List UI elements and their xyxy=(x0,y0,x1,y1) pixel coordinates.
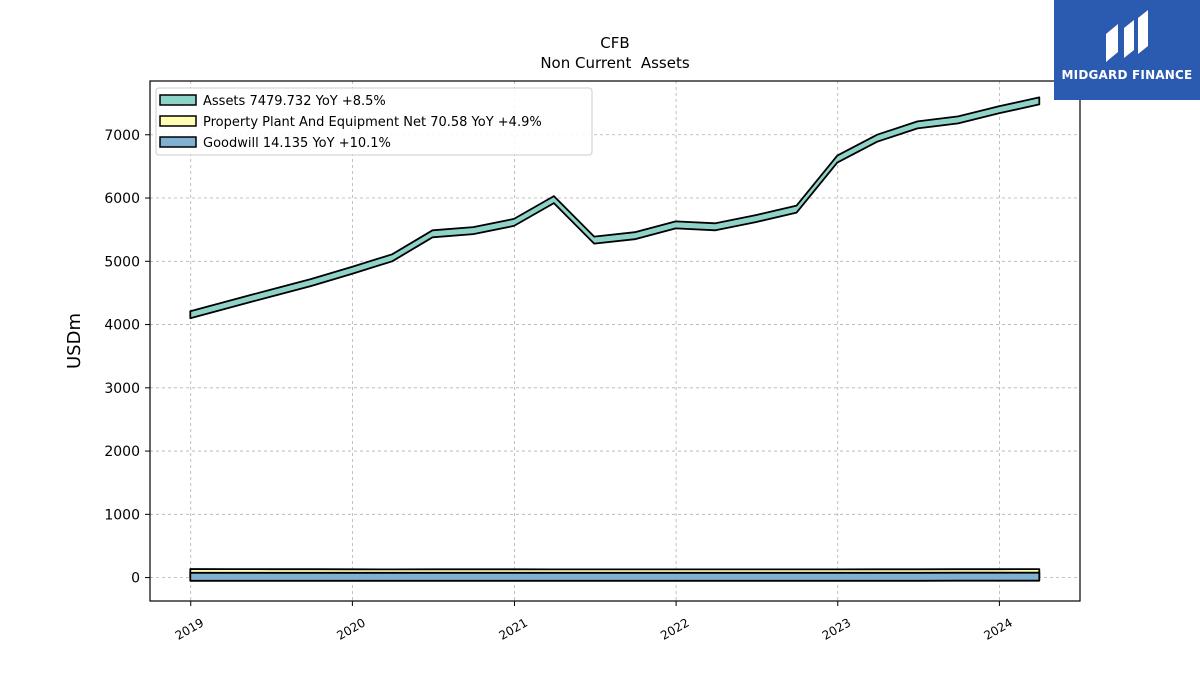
y-tick-label: 6000 xyxy=(104,191,140,207)
series-area-1 xyxy=(189,96,1041,320)
y-tick-label: 4000 xyxy=(104,318,140,334)
y-tick-label: 2000 xyxy=(104,444,140,460)
legend-label: Property Plant And Equipment Net 70.58 Y… xyxy=(203,115,542,130)
legend-swatch xyxy=(159,136,197,148)
legend: Assets 7479.732 YoY +8.5% Property Plant … xyxy=(155,87,593,156)
series-area-3 xyxy=(189,571,1041,582)
y-tick-label: 7000 xyxy=(104,128,140,144)
brand-name: MIDGARD FINANCE xyxy=(1061,68,1193,82)
y-axis: 0 1000 2000 3000 4000 5000 6000 7000 xyxy=(104,128,150,587)
y-tick-label: 3000 xyxy=(104,381,140,397)
plot-frame xyxy=(149,80,1081,602)
x-tick-label: 2024 xyxy=(981,615,1014,642)
y-axis-label: USDm xyxy=(64,313,85,369)
x-tick-label: 2023 xyxy=(820,615,853,642)
brand-logo: MIDGARD FINANCE xyxy=(1054,0,1200,100)
y-tick-label: 1000 xyxy=(104,507,140,523)
legend-label: Goodwill 14.135 YoY +10.1% xyxy=(203,136,391,151)
y-tick-label: 0 xyxy=(131,571,140,587)
legend-box xyxy=(155,87,593,156)
grid xyxy=(150,81,1080,601)
y-tick-label: 5000 xyxy=(104,254,140,270)
x-axis: 2019 2020 2021 2022 2023 2024 xyxy=(173,601,1015,643)
brand-logo-icon xyxy=(1106,10,1148,62)
legend-swatch xyxy=(159,94,197,106)
x-tick-label: 2022 xyxy=(658,615,691,642)
chart-subtitle: Non Current Assets xyxy=(540,54,690,72)
legend-swatch xyxy=(159,115,197,127)
x-tick-label: 2020 xyxy=(334,615,367,642)
legend-label: Assets 7479.732 YoY +8.5% xyxy=(203,94,386,109)
x-tick-label: 2021 xyxy=(497,615,530,642)
plot-area xyxy=(189,96,1041,582)
x-tick-label: 2019 xyxy=(173,615,206,642)
chart-title: CFB xyxy=(600,34,629,52)
